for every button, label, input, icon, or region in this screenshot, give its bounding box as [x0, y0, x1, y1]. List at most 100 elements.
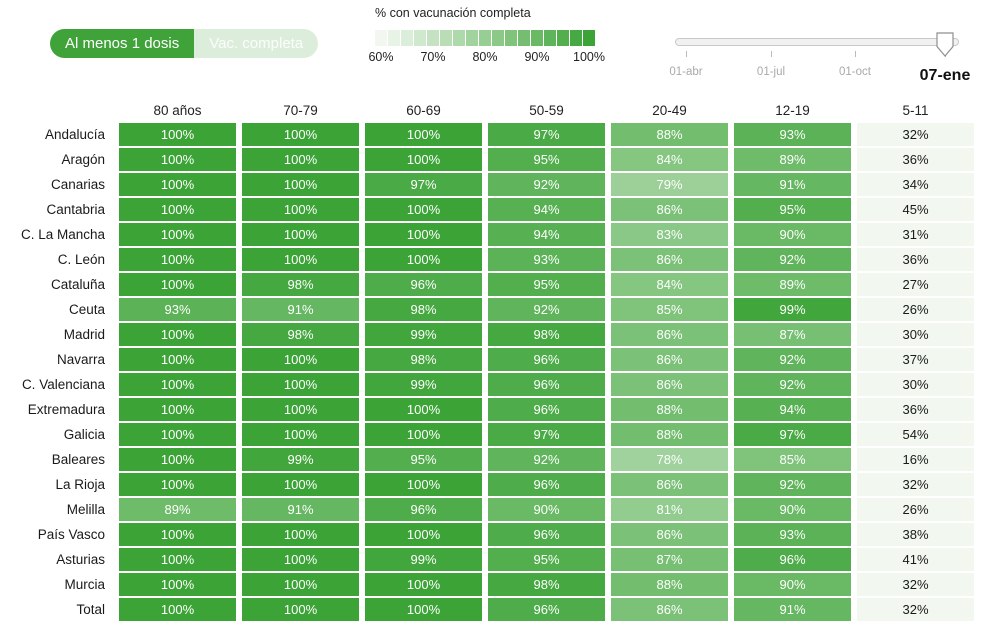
heatmap-cell: 91%	[734, 173, 851, 196]
heatmap-cell: 87%	[734, 323, 851, 346]
heatmap-cell: 32%	[857, 573, 974, 596]
heatmap-cell: 92%	[734, 348, 851, 371]
heatmap-cell: 38%	[857, 523, 974, 546]
heatmap-cell: 93%	[488, 248, 605, 271]
heatmap-cell: 100%	[242, 223, 359, 246]
legend-swatch	[479, 30, 491, 46]
heatmap-cell: 95%	[488, 273, 605, 296]
legend-swatch	[492, 30, 504, 46]
heatmap-cell: 37%	[857, 348, 974, 371]
heatmap-cell: 88%	[611, 398, 728, 421]
toggle-at-least-one-dose-button[interactable]: Al menos 1 dosis	[50, 29, 195, 58]
heatmap-cell: 100%	[365, 598, 482, 621]
heatmap-cell: 16%	[857, 448, 974, 471]
legend-swatch	[583, 30, 595, 46]
toggle-full-vaccination-button[interactable]: Vac. completa	[194, 29, 319, 58]
slider-handle-icon[interactable]	[936, 32, 954, 57]
heatmap-cell: 92%	[488, 298, 605, 321]
heatmap-cell: 100%	[242, 173, 359, 196]
row-label: Andalucía	[44, 127, 105, 142]
heatmap-cell: 36%	[857, 398, 974, 421]
row-label: Navarra	[56, 352, 105, 367]
heatmap-cell: 96%	[365, 498, 482, 521]
heatmap-cell: 100%	[365, 423, 482, 446]
heatmap-cell: 97%	[488, 123, 605, 146]
heatmap-cell: 100%	[119, 448, 236, 471]
heatmap-cell: 86%	[611, 373, 728, 396]
heatmap-cell: 30%	[857, 323, 974, 346]
heatmap-cell: 99%	[242, 448, 359, 471]
row-label: Baleares	[51, 452, 105, 467]
legend-swatch	[388, 30, 400, 46]
heatmap-cell: 90%	[488, 498, 605, 521]
row-label: País Vasco	[37, 527, 105, 542]
heatmap-cell: 100%	[365, 148, 482, 171]
heatmap-cell: 93%	[734, 523, 851, 546]
heatmap-table: 80 años 70-79 60-69 50-59 20-49 12-19 5-11 Anda…	[0, 99, 985, 621]
heatmap-cell: 100%	[242, 423, 359, 446]
legend-swatch	[453, 30, 465, 46]
heatmap-cell: 92%	[734, 248, 851, 271]
heatmap-cell: 86%	[611, 598, 728, 621]
heatmap-cell: 95%	[734, 198, 851, 221]
heatmap-cell: 99%	[734, 298, 851, 321]
heatmap-cell: 95%	[365, 448, 482, 471]
heatmap-cell: 92%	[488, 448, 605, 471]
heatmap-cell: 84%	[611, 148, 728, 171]
heatmap-cell: 86%	[611, 323, 728, 346]
heatmap-cell: 90%	[734, 223, 851, 246]
row-label: Ceuta	[68, 302, 105, 317]
heatmap-cell: 96%	[488, 348, 605, 371]
table-corner	[1, 99, 113, 121]
heatmap-cell: 34%	[857, 173, 974, 196]
heatmap-cell: 79%	[611, 173, 728, 196]
column-header: 12-19	[775, 103, 810, 118]
heatmap-cell: 95%	[488, 548, 605, 571]
heatmap-cell: 94%	[734, 398, 851, 421]
heatmap-cell: 100%	[119, 473, 236, 496]
heatmap-cell: 94%	[488, 198, 605, 221]
legend-swatch	[427, 30, 439, 46]
heatmap-cell: 100%	[119, 573, 236, 596]
heatmap-cell: 100%	[242, 473, 359, 496]
slider-tick-label: 01-abr	[669, 66, 703, 78]
heatmap-cell: 97%	[365, 173, 482, 196]
column-header: 50-59	[529, 103, 564, 118]
heatmap-cell: 45%	[857, 198, 974, 221]
heatmap-cell: 91%	[242, 298, 359, 321]
heatmap-cell: 100%	[242, 598, 359, 621]
row-label: C. León	[57, 252, 105, 267]
heatmap-cell: 97%	[488, 423, 605, 446]
row-label: Cantabria	[46, 202, 105, 217]
slider-tick-label: 01-jul	[756, 66, 786, 78]
heatmap-cell: 98%	[365, 348, 482, 371]
heatmap-cell: 96%	[488, 523, 605, 546]
heatmap-cell: 100%	[119, 398, 236, 421]
heatmap-cell: 36%	[857, 248, 974, 271]
heatmap-cell: 88%	[611, 573, 728, 596]
heatmap-cell: 100%	[242, 198, 359, 221]
legend-tick-label: 80%	[472, 50, 498, 64]
date-slider: 01-abr 01-jul 01-oct 07-ene	[668, 30, 983, 92]
heatmap-cell: 100%	[365, 573, 482, 596]
heatmap-cell: 86%	[611, 473, 728, 496]
heatmap-cell: 100%	[119, 548, 236, 571]
heatmap-cell: 100%	[365, 198, 482, 221]
slider-tick-label: 01-oct	[839, 66, 871, 78]
slider-track[interactable]	[675, 38, 959, 46]
row-label: Melilla	[66, 502, 105, 517]
heatmap-cell: 98%	[365, 298, 482, 321]
slider-tick	[855, 51, 856, 57]
row-label: Cataluña	[50, 277, 105, 292]
color-legend: % con vacunación completa 60% 70% 80% 90% 10…	[368, 6, 605, 66]
heatmap-cell: 27%	[857, 273, 974, 296]
row-label: Aragón	[61, 152, 105, 167]
heatmap-cell: 91%	[734, 598, 851, 621]
column-header: 5-11	[902, 103, 929, 118]
heatmap-cell: 100%	[119, 223, 236, 246]
heatmap-cell: 96%	[488, 473, 605, 496]
heatmap-cell: 100%	[242, 248, 359, 271]
column-header: 20-49	[652, 103, 687, 118]
legend-swatch	[531, 30, 543, 46]
heatmap-cell: 32%	[857, 473, 974, 496]
